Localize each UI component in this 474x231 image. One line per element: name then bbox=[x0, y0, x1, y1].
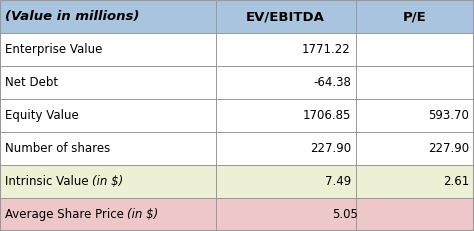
Text: 1771.22: 1771.22 bbox=[302, 43, 351, 56]
Bar bbox=[356, 66, 474, 99]
Text: 227.90: 227.90 bbox=[310, 142, 351, 155]
Bar bbox=[216, 132, 356, 165]
Bar bbox=[0, 198, 216, 231]
Bar bbox=[216, 66, 356, 99]
Bar bbox=[356, 99, 474, 132]
Text: 2.61: 2.61 bbox=[443, 175, 469, 188]
Bar bbox=[356, 198, 474, 231]
Text: Net Debt: Net Debt bbox=[5, 76, 58, 89]
Bar bbox=[356, 33, 474, 66]
Bar bbox=[0, 132, 216, 165]
Text: 5.05: 5.05 bbox=[332, 208, 358, 221]
Bar bbox=[216, 165, 356, 198]
Text: 1706.85: 1706.85 bbox=[302, 109, 351, 122]
Text: 593.70: 593.70 bbox=[428, 109, 469, 122]
Text: (Value in millions): (Value in millions) bbox=[5, 10, 139, 23]
Bar bbox=[0, 0, 216, 33]
Text: -64.38: -64.38 bbox=[313, 76, 351, 89]
Bar bbox=[216, 33, 356, 66]
Text: Equity Value: Equity Value bbox=[5, 109, 79, 122]
Text: EV/EBITDA: EV/EBITDA bbox=[246, 10, 325, 23]
Text: P/E: P/E bbox=[403, 10, 427, 23]
Text: (in $): (in $) bbox=[128, 208, 159, 221]
Bar bbox=[356, 0, 474, 33]
Text: (in $): (in $) bbox=[92, 175, 123, 188]
Bar bbox=[0, 99, 216, 132]
Bar bbox=[0, 66, 216, 99]
Bar bbox=[356, 132, 474, 165]
Text: Intrinsic Value: Intrinsic Value bbox=[5, 175, 92, 188]
Bar bbox=[216, 99, 356, 132]
Bar bbox=[216, 0, 356, 33]
Bar bbox=[356, 165, 474, 198]
Text: 7.49: 7.49 bbox=[325, 175, 351, 188]
Bar bbox=[0, 165, 216, 198]
Text: Enterprise Value: Enterprise Value bbox=[5, 43, 102, 56]
Text: Average Share Price: Average Share Price bbox=[5, 208, 128, 221]
Text: 227.90: 227.90 bbox=[428, 142, 469, 155]
Bar bbox=[216, 198, 356, 231]
Bar bbox=[0, 33, 216, 66]
Text: Number of shares: Number of shares bbox=[5, 142, 110, 155]
